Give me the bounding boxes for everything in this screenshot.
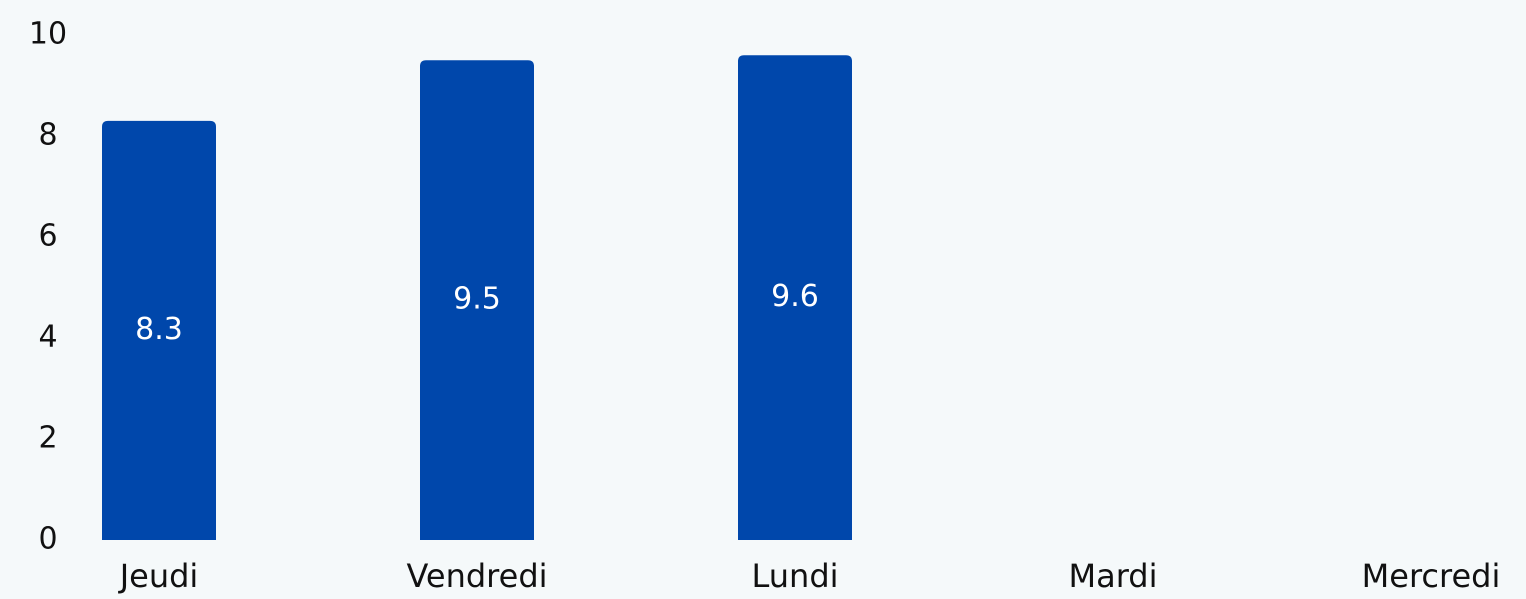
y-tick-label: 2 xyxy=(38,421,57,456)
y-tick-label: 8 xyxy=(38,118,57,153)
x-tick-label: Jeudi xyxy=(118,557,199,595)
y-tick-label: 10 xyxy=(29,17,67,52)
x-tick-label: Mardi xyxy=(1068,557,1157,595)
bar xyxy=(738,55,852,540)
x-tick-label: Lundi xyxy=(751,557,838,595)
bar xyxy=(102,120,216,540)
data-label: 9.5 xyxy=(453,282,501,317)
y-tick-label: 4 xyxy=(38,320,57,355)
y-tick-label: 0 xyxy=(38,522,57,557)
x-tick-label: Mercredi xyxy=(1362,557,1501,595)
data-label: 9.6 xyxy=(771,279,819,314)
y-tick-label: 6 xyxy=(38,219,57,254)
data-label: 8.3 xyxy=(135,312,183,347)
bar xyxy=(420,60,534,540)
x-tick-label: Vendredi xyxy=(406,557,547,595)
